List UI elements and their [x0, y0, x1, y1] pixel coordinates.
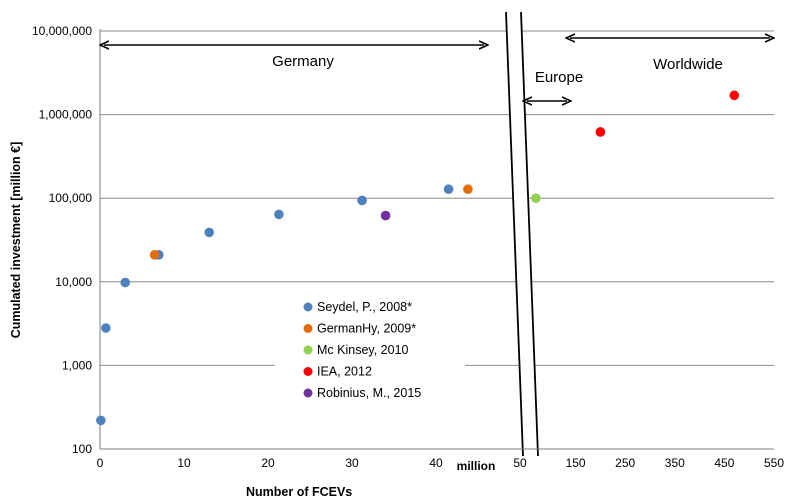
data-point	[96, 415, 106, 426]
y-tick-label: 10,000	[55, 275, 92, 289]
y-axis-title: Cumulated investment [million €]	[9, 142, 23, 339]
legend-entry: IEA, 2012	[317, 365, 372, 379]
legend: Seydel, P., 2008* GermanHy, 2009* Mc Kinse…	[275, 292, 465, 420]
x-tick-label: 150	[566, 456, 586, 470]
data-point	[357, 195, 367, 206]
legend-marker	[303, 388, 313, 398]
y-tick-label: 100	[72, 442, 92, 456]
legend-marker	[303, 345, 313, 355]
data-point	[101, 323, 111, 333]
legend-box	[275, 292, 465, 420]
data-point	[274, 209, 284, 220]
legend-marker	[303, 302, 313, 312]
legend-marker	[303, 367, 313, 376]
region-label: Europe	[535, 69, 583, 86]
x-tick-label: 550	[764, 456, 784, 470]
x-tick-label: 450	[714, 456, 734, 470]
legend-entry: Seydel, P., 2008*	[317, 300, 412, 314]
legend-entry: Mc Kinsey, 2010	[317, 343, 409, 357]
x-tick-label: 250	[615, 456, 635, 470]
axis-break-group	[505, 11, 539, 457]
data-point	[463, 184, 473, 195]
axis-break-line	[505, 11, 524, 457]
y-tick-label: 100,000	[49, 191, 93, 205]
data-point	[531, 193, 541, 203]
x-tick-label: 350	[665, 456, 685, 470]
x-tick-label: 20	[261, 456, 275, 470]
data-points	[96, 90, 740, 426]
data-point	[204, 227, 214, 238]
legend-entry: Robinius, M., 2015	[317, 386, 421, 400]
region-label: Worldwide	[653, 56, 723, 73]
data-point	[729, 90, 740, 101]
x-tick-label: 50	[513, 456, 527, 470]
region-label: Germany	[272, 53, 334, 70]
axis-break-gap	[506, 12, 538, 456]
y-tick-label: 1,000,000	[39, 108, 93, 122]
y-tick-label: 1,000	[62, 358, 92, 372]
x-tick-label: 10	[177, 456, 191, 470]
legend-marker	[303, 324, 313, 333]
x-tick-label: 40	[429, 456, 443, 470]
y-tick-label: 10,000,000	[32, 24, 92, 38]
data-point	[380, 210, 391, 221]
data-point	[120, 277, 130, 288]
data-point	[149, 250, 160, 260]
axes: 1001,00010,000100,0001,000,00010,000,000…	[9, 24, 784, 499]
x-tick-label: 0	[97, 456, 104, 470]
data-point	[443, 184, 454, 195]
x-axis-title: Number of FCEVs	[246, 485, 352, 499]
legend-entry: GermanHy, 2009*	[317, 322, 416, 336]
x-tick-label: 30	[345, 456, 359, 470]
gridlines	[100, 30, 774, 366]
data-point	[595, 127, 606, 137]
region-annotations: Germany Europe Worldwide	[104, 38, 770, 101]
x-unit-label: million	[457, 459, 496, 473]
axis-break-line	[520, 11, 539, 457]
